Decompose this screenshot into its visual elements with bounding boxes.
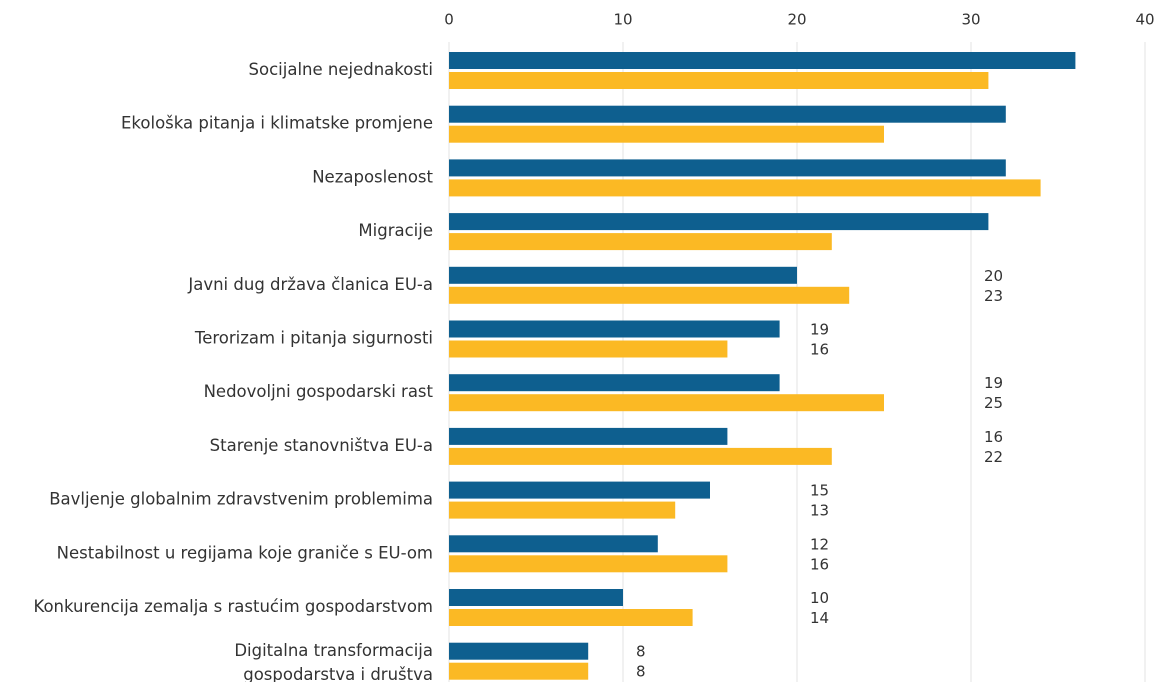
value-label: 14 — [810, 609, 829, 627]
category-label: Migracije — [358, 221, 433, 240]
value-label: 8 — [636, 643, 646, 661]
bar — [449, 427, 728, 445]
bar — [449, 286, 850, 304]
value-label: 12 — [810, 535, 829, 553]
value-label: 23 — [984, 287, 1003, 305]
bar — [449, 555, 728, 573]
bar — [449, 233, 832, 251]
category-label-line: gospodarstva i društva — [243, 665, 433, 682]
value-label: 20 — [984, 267, 1003, 285]
category-label: Nezaposlenost — [312, 167, 433, 186]
category-label: Javni dug država članica EU-a — [187, 275, 433, 294]
category-label: Nestabilnost u regijama koje graniče s E… — [57, 543, 433, 562]
bar — [449, 105, 1006, 123]
value-label: 10 — [810, 589, 829, 607]
value-label: 19 — [984, 374, 1003, 392]
bar — [449, 394, 884, 412]
value-label: 13 — [810, 502, 829, 520]
bar — [449, 642, 589, 660]
bar — [449, 125, 884, 143]
category-label-line: Digitalna transformacija — [234, 641, 433, 660]
category-label: Digitalna transformacija gospodarstva i d… — [234, 641, 433, 682]
category-label: Starenje stanovništva EU-a — [210, 436, 433, 455]
category-label: Ekološka pitanja i klimatske promjene — [121, 114, 433, 133]
bar — [449, 266, 797, 284]
value-label: 8 — [636, 663, 646, 681]
x-tick-label: 30 — [961, 11, 980, 29]
bar — [449, 340, 728, 358]
bar — [449, 52, 1076, 69]
category-label: Konkurencija zemalja s rastućim gospodar… — [33, 597, 433, 616]
bar — [449, 481, 710, 499]
value-label: 16 — [984, 428, 1003, 446]
value-label: 15 — [810, 482, 829, 500]
bar — [449, 589, 623, 606]
bar — [449, 179, 1041, 197]
category-label: Socijalne nejednakosti — [249, 60, 433, 79]
bar — [449, 374, 780, 392]
x-tick-label: 20 — [787, 11, 806, 29]
value-label: 25 — [984, 394, 1003, 412]
value-label: 16 — [810, 341, 829, 359]
category-label: Nedovoljni gospodarski rast — [204, 382, 434, 401]
bar — [449, 320, 780, 338]
bar — [449, 501, 676, 519]
x-tick-label: 0 — [444, 11, 454, 29]
bar — [449, 447, 832, 465]
category-label: Terorizam i pitanja sigurnosti — [194, 329, 433, 348]
bar — [449, 213, 989, 231]
bar — [449, 609, 693, 626]
value-label: 19 — [810, 321, 829, 339]
bar — [449, 535, 658, 553]
bar — [449, 662, 589, 680]
value-label: 16 — [810, 555, 829, 573]
x-tick-label: 10 — [613, 11, 632, 29]
x-tick-label: 40 — [1135, 11, 1154, 29]
bar — [449, 72, 989, 89]
value-label: 22 — [984, 448, 1003, 466]
bar — [449, 159, 1006, 177]
category-label: Bavljenje globalnim zdravstvenim problem… — [49, 490, 433, 509]
